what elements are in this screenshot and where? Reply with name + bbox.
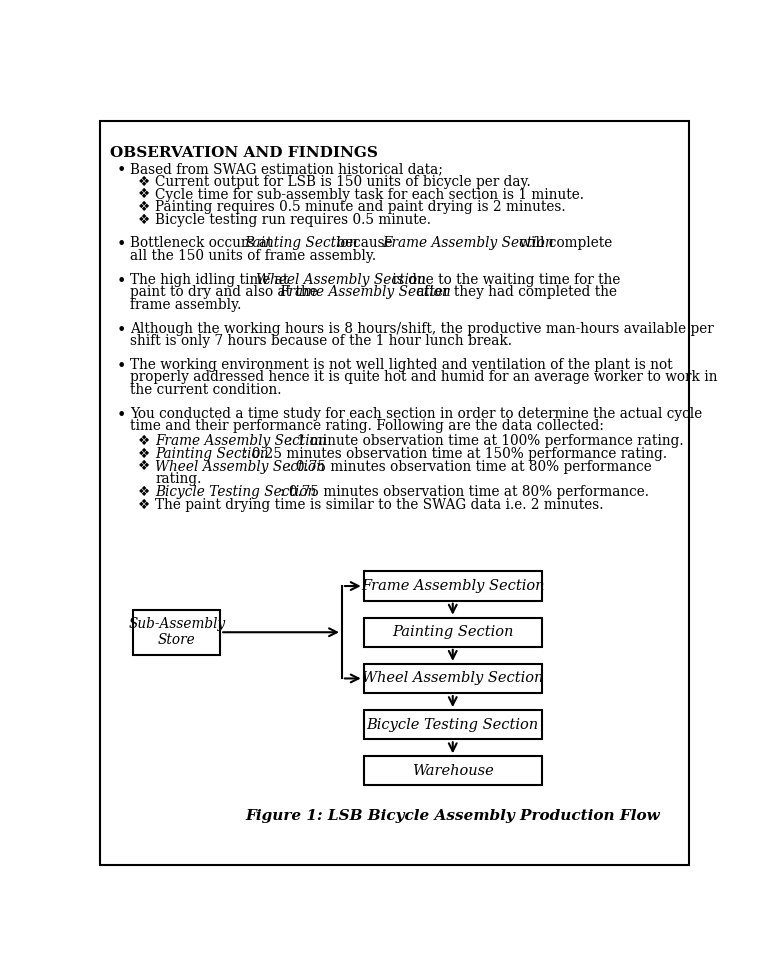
Text: ❖: ❖: [138, 187, 150, 201]
Bar: [363, 664, 542, 693]
Text: ❖: ❖: [138, 498, 150, 511]
Text: Warehouse: Warehouse: [412, 764, 494, 778]
Text: Although the working hours is 8 hours/shift, the productive man-hours available : Although the working hours is 8 hours/sh…: [130, 321, 714, 336]
Text: Painting Section: Painting Section: [244, 236, 357, 251]
Text: You conducted a time study for each section in order to determine the actual cyc: You conducted a time study for each sect…: [130, 407, 702, 421]
Text: Sub-Assembly
Store: Sub-Assembly Store: [129, 617, 226, 647]
Text: ❖: ❖: [138, 213, 150, 226]
Text: after they had completed the: after they had completed the: [412, 285, 618, 300]
Text: Based from SWAG estimation historical data;: Based from SWAG estimation historical da…: [130, 162, 444, 176]
Text: : 1 minute observation time at 100% performance rating.: : 1 minute observation time at 100% perf…: [288, 434, 684, 448]
Text: •: •: [116, 236, 126, 254]
Text: The high idling time at: The high idling time at: [130, 272, 293, 287]
Text: •: •: [116, 358, 126, 375]
Text: Bicycle Testing Section: Bicycle Testing Section: [367, 717, 539, 732]
Text: Wheel Assembly Section: Wheel Assembly Section: [362, 671, 544, 685]
Text: Painting requires 0.5 minute and paint drying is 2 minutes.: Painting requires 0.5 minute and paint d…: [155, 200, 566, 215]
Text: is due to the waiting time for the: is due to the waiting time for the: [388, 272, 621, 287]
Text: the current condition.: the current condition.: [130, 384, 282, 397]
Text: frame assembly.: frame assembly.: [130, 298, 242, 312]
Text: •: •: [116, 162, 126, 180]
Text: Frame Assembly Section: Frame Assembly Section: [383, 236, 554, 251]
Text: will complete: will complete: [515, 236, 613, 251]
Bar: [133, 610, 220, 655]
Text: Wheel Assembly Section: Wheel Assembly Section: [155, 460, 325, 473]
Text: : 0.25 minutes observation time at 150% performance rating.: : 0.25 minutes observation time at 150% …: [243, 447, 668, 461]
Text: Frame Assembly Section: Frame Assembly Section: [280, 285, 451, 300]
Text: ❖: ❖: [138, 447, 150, 461]
Bar: [363, 756, 542, 786]
Text: •: •: [116, 407, 126, 424]
Text: time and their performance rating. Following are the data collected:: time and their performance rating. Follo…: [130, 420, 604, 433]
Text: Cycle time for sub-assembly task for each section is 1 minute.: Cycle time for sub-assembly task for eac…: [155, 187, 584, 202]
Text: ❖: ❖: [138, 200, 150, 214]
Text: ❖: ❖: [138, 485, 150, 499]
Text: ❖: ❖: [138, 460, 150, 473]
Bar: [363, 618, 542, 647]
Text: Wheel Assembly Section: Wheel Assembly Section: [256, 272, 427, 287]
Text: Bicycle testing run requires 0.5 minute.: Bicycle testing run requires 0.5 minute.: [155, 213, 431, 227]
Text: paint to dry and also at the: paint to dry and also at the: [130, 285, 323, 300]
Text: because: because: [332, 236, 397, 251]
Text: : 0.75 minutes observation time at 80% performance.: : 0.75 minutes observation time at 80% p…: [280, 485, 649, 499]
Text: Painting Section: Painting Section: [155, 447, 269, 461]
Text: The paint drying time is similar to the SWAG data i.e. 2 minutes.: The paint drying time is similar to the …: [155, 498, 604, 511]
Bar: [363, 710, 542, 739]
Text: OBSERVATION AND FINDINGS: OBSERVATION AND FINDINGS: [110, 146, 378, 160]
Text: shift is only 7 hours because of the 1 hour lunch break.: shift is only 7 hours because of the 1 h…: [130, 334, 512, 348]
Text: Bicycle Testing Section: Bicycle Testing Section: [155, 485, 316, 499]
Text: ❖: ❖: [138, 175, 150, 188]
Text: •: •: [116, 272, 126, 290]
Text: Frame Assembly Section: Frame Assembly Section: [361, 579, 544, 593]
Text: Current output for LSB is 150 units of bicycle per day.: Current output for LSB is 150 units of b…: [155, 175, 531, 189]
Text: The working environment is not well lighted and ventilation of the plant is not: The working environment is not well ligh…: [130, 358, 673, 372]
Text: properly addressed hence it is quite hot and humid for an average worker to work: properly addressed hence it is quite hot…: [130, 371, 718, 385]
Bar: [363, 571, 542, 600]
Text: Frame Assembly Section: Frame Assembly Section: [155, 434, 326, 448]
Text: Painting Section: Painting Section: [392, 626, 514, 639]
Text: Figure 1: LSB Bicycle Assembly Production Flow: Figure 1: LSB Bicycle Assembly Productio…: [246, 808, 660, 823]
Text: ❖: ❖: [138, 434, 150, 448]
Text: Bottleneck occurs at: Bottleneck occurs at: [130, 236, 277, 251]
Text: rating.: rating.: [155, 472, 202, 486]
Text: •: •: [116, 321, 126, 339]
Text: all the 150 units of frame assembly.: all the 150 units of frame assembly.: [130, 249, 377, 264]
Text: : 0.75 minutes observation time at 80% performance: : 0.75 minutes observation time at 80% p…: [286, 460, 651, 473]
